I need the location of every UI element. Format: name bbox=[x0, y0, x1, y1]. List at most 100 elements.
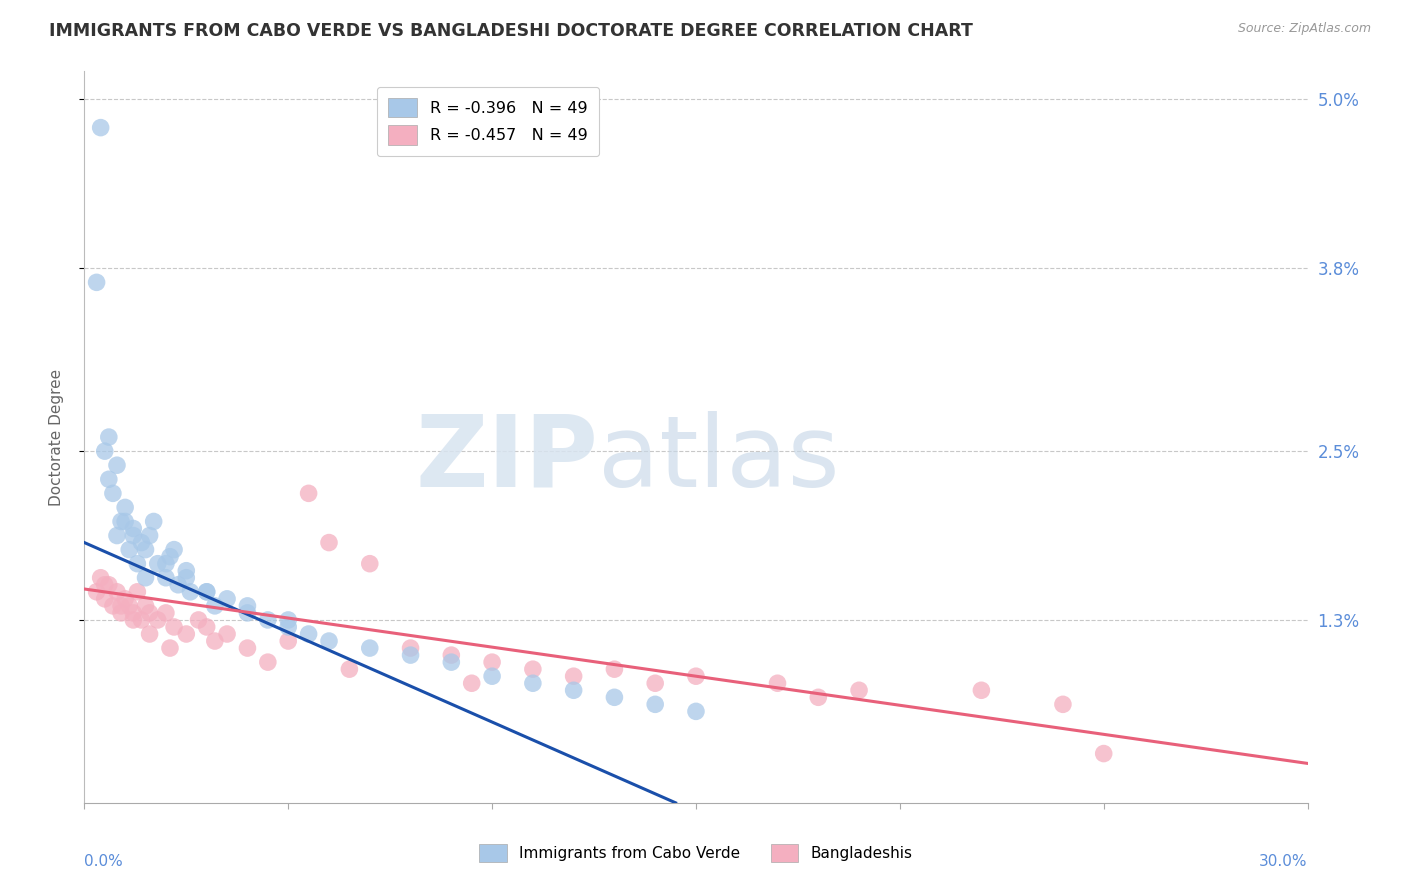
Point bbox=[159, 549, 181, 564]
Point bbox=[122, 606, 145, 620]
Point bbox=[138, 606, 160, 620]
Point bbox=[105, 584, 128, 599]
Point bbox=[685, 669, 707, 683]
Point bbox=[114, 500, 136, 515]
Text: ZIP: ZIP bbox=[415, 410, 598, 508]
Point bbox=[603, 690, 626, 705]
Point bbox=[440, 655, 463, 669]
Point bbox=[159, 641, 181, 656]
Point bbox=[135, 571, 157, 585]
Point bbox=[163, 542, 186, 557]
Point bbox=[277, 613, 299, 627]
Point bbox=[440, 648, 463, 662]
Text: 30.0%: 30.0% bbox=[1260, 854, 1308, 869]
Point bbox=[138, 528, 160, 542]
Point bbox=[105, 528, 128, 542]
Point bbox=[217, 627, 239, 641]
Point bbox=[603, 662, 626, 676]
Point bbox=[359, 557, 381, 571]
Point bbox=[236, 641, 259, 656]
Point bbox=[257, 655, 280, 669]
Point bbox=[481, 669, 503, 683]
Point bbox=[277, 634, 299, 648]
Point bbox=[155, 571, 177, 585]
Point bbox=[257, 613, 280, 627]
Point bbox=[187, 613, 209, 627]
Point bbox=[97, 472, 120, 486]
Point bbox=[685, 705, 707, 719]
Point bbox=[86, 276, 108, 290]
Point bbox=[135, 599, 157, 613]
Point bbox=[318, 535, 340, 549]
Text: Source: ZipAtlas.com: Source: ZipAtlas.com bbox=[1237, 22, 1371, 36]
Point bbox=[644, 698, 666, 712]
Point bbox=[399, 648, 422, 662]
Point bbox=[93, 591, 115, 606]
Text: 0.0%: 0.0% bbox=[84, 854, 124, 869]
Point bbox=[93, 578, 115, 592]
Point bbox=[97, 430, 120, 444]
Point bbox=[195, 584, 218, 599]
Point bbox=[142, 515, 165, 529]
Point bbox=[195, 620, 218, 634]
Point bbox=[298, 486, 321, 500]
Point bbox=[848, 683, 870, 698]
Point bbox=[174, 627, 197, 641]
Point bbox=[118, 599, 141, 613]
Point bbox=[146, 613, 169, 627]
Point bbox=[236, 606, 259, 620]
Point bbox=[167, 578, 190, 592]
Point bbox=[122, 613, 145, 627]
Point bbox=[644, 676, 666, 690]
Point bbox=[522, 676, 544, 690]
Point bbox=[481, 655, 503, 669]
Text: IMMIGRANTS FROM CABO VERDE VS BANGLADESHI DOCTORATE DEGREE CORRELATION CHART: IMMIGRANTS FROM CABO VERDE VS BANGLADESH… bbox=[49, 22, 973, 40]
Point bbox=[93, 444, 115, 458]
Point bbox=[318, 634, 340, 648]
Point bbox=[146, 557, 169, 571]
Point bbox=[135, 542, 157, 557]
Point bbox=[110, 606, 132, 620]
Legend: Immigrants from Cabo Verde, Bangladeshis: Immigrants from Cabo Verde, Bangladeshis bbox=[474, 838, 918, 868]
Point bbox=[90, 120, 112, 135]
Point bbox=[236, 599, 259, 613]
Point bbox=[399, 641, 422, 656]
Point bbox=[195, 584, 218, 599]
Point bbox=[339, 662, 361, 676]
Point bbox=[138, 627, 160, 641]
Point bbox=[101, 599, 124, 613]
Point bbox=[122, 521, 145, 535]
Point bbox=[97, 578, 120, 592]
Point bbox=[562, 669, 585, 683]
Point bbox=[204, 634, 226, 648]
Text: atlas: atlas bbox=[598, 410, 839, 508]
Point bbox=[110, 599, 132, 613]
Point bbox=[807, 690, 830, 705]
Point bbox=[155, 606, 177, 620]
Point bbox=[118, 542, 141, 557]
Point bbox=[101, 486, 124, 500]
Point bbox=[174, 571, 197, 585]
Point bbox=[110, 515, 132, 529]
Point bbox=[114, 515, 136, 529]
Point bbox=[461, 676, 484, 690]
Point bbox=[359, 641, 381, 656]
Point bbox=[204, 599, 226, 613]
Point bbox=[131, 535, 153, 549]
Point bbox=[131, 613, 153, 627]
Point bbox=[122, 528, 145, 542]
Point bbox=[179, 584, 201, 599]
Point bbox=[105, 458, 128, 473]
Point bbox=[114, 591, 136, 606]
Point bbox=[155, 557, 177, 571]
Point bbox=[127, 584, 149, 599]
Y-axis label: Doctorate Degree: Doctorate Degree bbox=[49, 368, 63, 506]
Point bbox=[163, 620, 186, 634]
Point bbox=[277, 620, 299, 634]
Point bbox=[86, 584, 108, 599]
Point bbox=[1092, 747, 1115, 761]
Point bbox=[298, 627, 321, 641]
Point bbox=[217, 591, 239, 606]
Point bbox=[562, 683, 585, 698]
Point bbox=[522, 662, 544, 676]
